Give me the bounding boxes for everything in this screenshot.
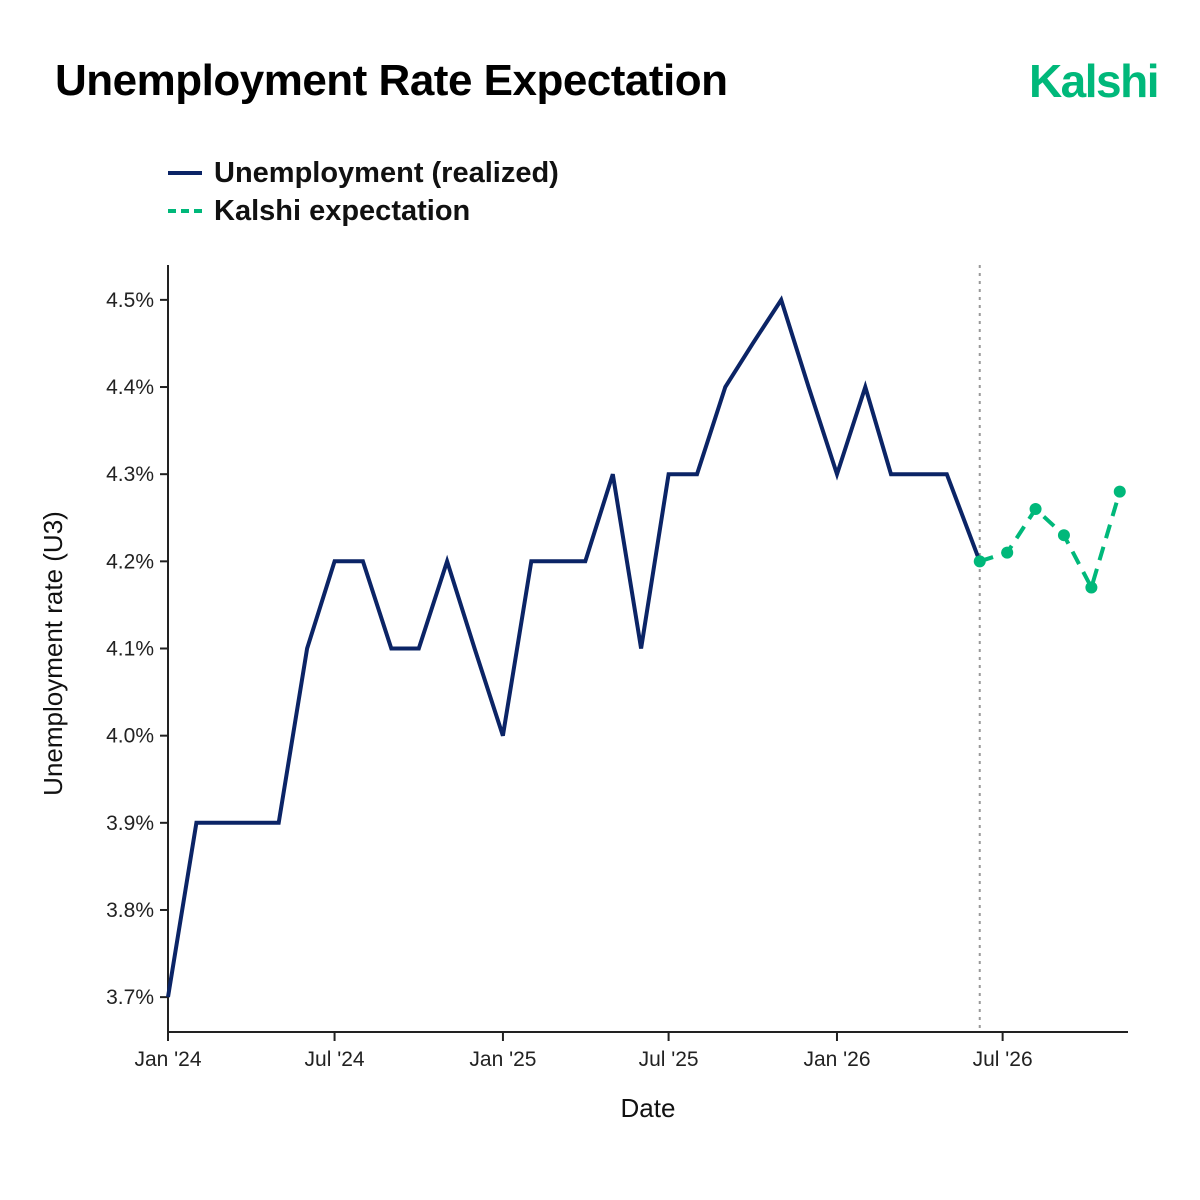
x-tick-label: Jul '24 xyxy=(305,1048,365,1071)
y-tick-label: 3.8% xyxy=(106,899,154,922)
chart-marks xyxy=(166,265,1126,1032)
chart-ticks: 3.7% 3.8% 3.9% 4.0% 4.1% 4.2% 4.3% 4.4% 4.5% Jan … xyxy=(106,289,1033,1071)
legend-label-expectation: Kalshi expectation xyxy=(214,194,471,227)
y-tick-label: 4.3% xyxy=(106,463,154,486)
y-tick-label: 3.7% xyxy=(106,986,154,1009)
y-tick-label: 4.5% xyxy=(106,289,154,312)
series-line-expectation xyxy=(979,491,1122,593)
y-axis-label: Unemployment rate (U3) xyxy=(38,511,68,796)
expectation-data-point xyxy=(1057,529,1070,542)
chart-axes xyxy=(167,265,1128,1033)
x-tick-label: Jan '25 xyxy=(469,1048,536,1071)
chart-title: Unemployment Rate Expectation xyxy=(55,56,728,105)
x-tick-label: Jul '25 xyxy=(639,1048,699,1071)
x-tick-label: Jul '26 xyxy=(973,1048,1033,1071)
brand-logo: Kalshi xyxy=(1028,55,1160,107)
y-tick-label: 3.9% xyxy=(106,812,154,835)
y-tick-label: 4.2% xyxy=(106,550,154,573)
expectation-data-point xyxy=(1113,485,1126,498)
legend-swatch-expectation xyxy=(168,209,202,213)
legend-label-realized: Unemployment (realized) xyxy=(214,156,559,189)
expectation-data-point xyxy=(973,555,986,568)
expectation-data-point xyxy=(1085,581,1098,594)
x-tick-label: Jan '26 xyxy=(803,1048,870,1071)
y-tick-label: 4.1% xyxy=(106,638,154,661)
y-tick-label: 4.4% xyxy=(106,376,154,399)
x-tick-label: Jan '24 xyxy=(134,1048,201,1071)
expectation-data-point xyxy=(1029,503,1042,516)
legend-swatch-realized xyxy=(168,171,202,175)
series-line-realized xyxy=(166,295,982,998)
chart-legend: Unemployment (realized) Kalshi expectati… xyxy=(168,154,559,230)
legend-item-realized: Unemployment (realized) xyxy=(168,154,559,192)
x-axis-label: Date xyxy=(621,1093,676,1123)
expectation-data-point xyxy=(1001,546,1014,559)
y-tick-label: 4.0% xyxy=(106,725,154,748)
legend-item-expectation: Kalshi expectation xyxy=(168,192,559,230)
